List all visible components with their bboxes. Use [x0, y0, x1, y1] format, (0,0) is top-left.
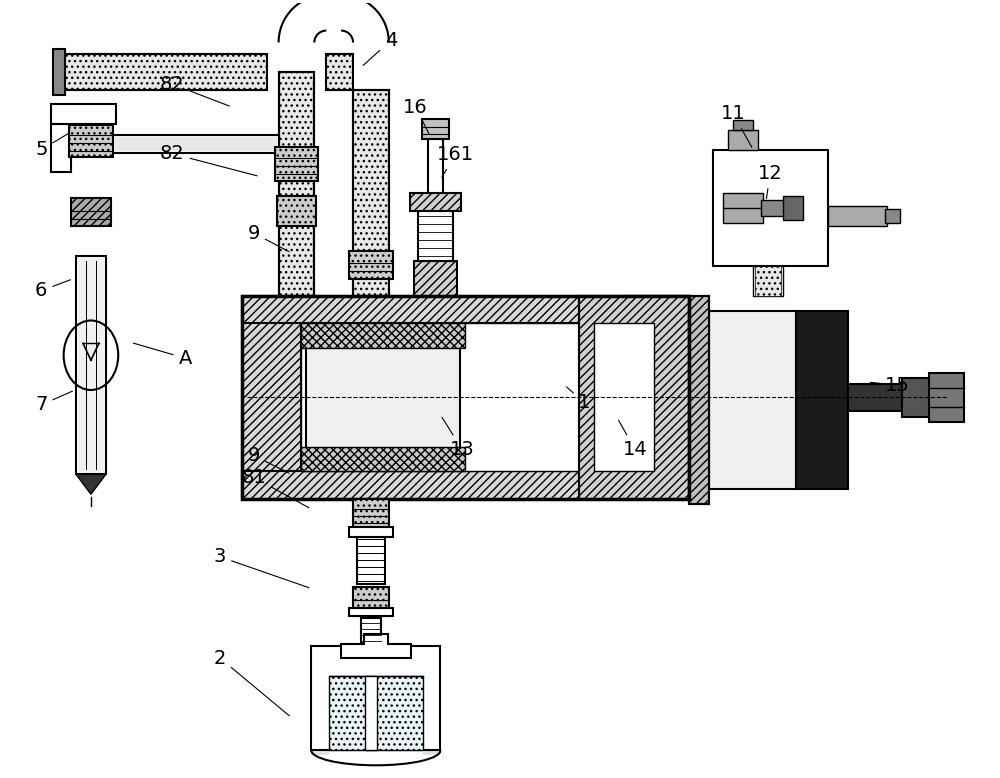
Text: 12: 12: [758, 164, 782, 198]
Text: 4: 4: [363, 31, 397, 65]
Bar: [361, 619, 381, 643]
Bar: [689, 296, 709, 504]
Text: 2: 2: [214, 649, 289, 716]
Bar: [311, 647, 329, 755]
Text: 82: 82: [160, 75, 229, 106]
Text: 9: 9: [248, 446, 289, 473]
Bar: [353, 499, 389, 529]
Bar: [301, 324, 629, 471]
Bar: [713, 149, 828, 266]
Bar: [353, 90, 389, 296]
Bar: [357, 537, 385, 584]
Bar: [594, 324, 654, 471]
Bar: [709, 310, 796, 489]
Text: 81: 81: [241, 468, 309, 508]
Bar: [414, 261, 457, 296]
Bar: [885, 209, 900, 223]
Bar: [783, 196, 803, 219]
Bar: [113, 135, 279, 152]
Bar: [689, 296, 709, 504]
Bar: [326, 54, 353, 90]
Bar: [579, 296, 689, 499]
Bar: [365, 676, 377, 751]
Bar: [51, 104, 116, 124]
Text: 161: 161: [437, 145, 474, 177]
Bar: [242, 296, 301, 499]
Bar: [306, 334, 460, 461]
Text: A: A: [133, 343, 192, 368]
Bar: [301, 447, 465, 471]
Bar: [275, 147, 318, 181]
Bar: [349, 527, 393, 537]
Bar: [902, 377, 932, 417]
Text: 16: 16: [403, 97, 429, 135]
Bar: [279, 72, 314, 296]
Text: 6: 6: [35, 280, 70, 300]
Bar: [728, 130, 758, 149]
Bar: [828, 206, 887, 226]
Bar: [53, 50, 65, 95]
Bar: [71, 198, 111, 226]
Bar: [353, 587, 389, 616]
Text: 9: 9: [248, 223, 289, 252]
Text: 82: 82: [160, 144, 257, 176]
Bar: [579, 296, 689, 499]
Text: 11: 11: [721, 104, 752, 147]
Bar: [353, 90, 389, 296]
Bar: [755, 266, 781, 296]
Polygon shape: [341, 634, 411, 658]
Bar: [349, 608, 393, 616]
Bar: [410, 194, 461, 212]
Bar: [115, 137, 277, 151]
Bar: [423, 647, 440, 755]
Text: 13: 13: [442, 417, 475, 459]
Bar: [242, 296, 689, 499]
Text: 14: 14: [619, 420, 647, 459]
Bar: [848, 384, 907, 412]
Bar: [277, 196, 316, 226]
Bar: [301, 324, 465, 349]
Text: 3: 3: [214, 547, 309, 587]
Bar: [63, 54, 267, 90]
Bar: [349, 251, 393, 279]
Bar: [418, 212, 453, 261]
Text: 5: 5: [35, 133, 69, 159]
Bar: [242, 296, 689, 324]
Bar: [329, 676, 423, 751]
Bar: [796, 310, 848, 489]
Text: 15: 15: [870, 376, 910, 394]
Bar: [733, 120, 753, 130]
Polygon shape: [76, 475, 106, 494]
Text: 7: 7: [35, 391, 73, 415]
Bar: [422, 119, 449, 138]
Bar: [761, 200, 786, 216]
Text: 1: 1: [567, 387, 591, 412]
Bar: [723, 193, 763, 223]
Bar: [78, 258, 104, 472]
Bar: [428, 138, 443, 194]
Bar: [311, 647, 440, 751]
Bar: [929, 373, 964, 422]
Bar: [629, 296, 689, 499]
Bar: [242, 471, 689, 499]
Bar: [69, 125, 113, 156]
Bar: [753, 266, 783, 296]
Bar: [51, 124, 71, 172]
Bar: [279, 72, 314, 296]
Bar: [76, 256, 106, 475]
